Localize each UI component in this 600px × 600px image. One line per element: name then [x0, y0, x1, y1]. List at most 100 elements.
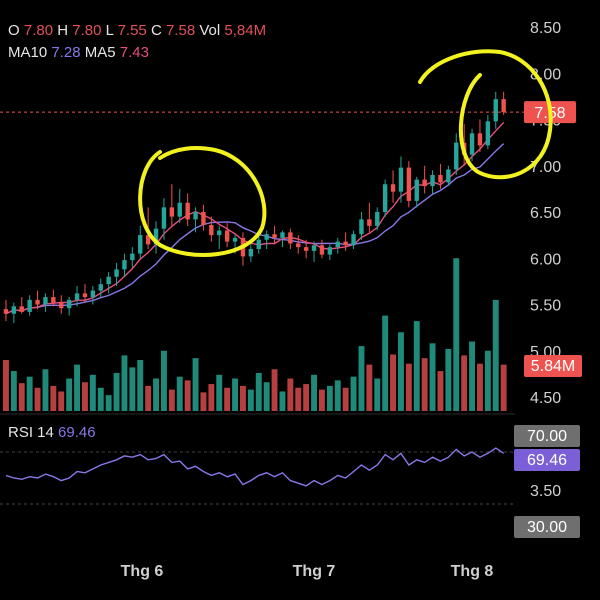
candle-body — [74, 293, 80, 300]
volume-bar — [82, 382, 88, 411]
volume-bar — [42, 369, 49, 411]
volume-bar — [437, 371, 444, 411]
candle-body — [351, 234, 356, 246]
candle-body — [51, 297, 56, 303]
price-tick-label: 4.50 — [530, 390, 561, 407]
volume-bar — [413, 321, 420, 411]
candle-body — [477, 133, 483, 146]
volume-bar — [366, 364, 373, 411]
volume-bar — [192, 358, 199, 411]
candle-body — [256, 239, 261, 249]
volume-bar — [216, 374, 223, 411]
low-value: 7.55 — [117, 22, 147, 39]
low-label: L — [105, 22, 114, 39]
candle-body — [343, 241, 348, 246]
candle-body — [169, 207, 175, 217]
volume-label: Vol — [199, 22, 221, 39]
volume-bar — [334, 380, 341, 411]
candle-body — [138, 235, 143, 254]
high-label: H — [57, 22, 69, 39]
candle-body — [288, 232, 293, 244]
close-label: C — [150, 22, 162, 39]
annotation-circle-left — [138, 146, 267, 257]
volume-bar — [319, 389, 325, 411]
rsi-upper-label: 70.00 — [527, 428, 567, 445]
volume-bar — [176, 376, 183, 411]
candle-body — [430, 175, 435, 187]
candle-body — [224, 230, 230, 242]
volume-bar — [445, 348, 452, 411]
rsi-label: RSI 14 — [8, 424, 54, 441]
volume-bar — [374, 378, 381, 411]
volume-bar — [500, 364, 507, 411]
volume-bar — [279, 391, 286, 411]
volume-bar — [287, 378, 294, 411]
volume-bar — [97, 387, 104, 411]
candle-body — [296, 243, 301, 248]
volume-bar — [461, 355, 468, 411]
volume-bar — [58, 391, 65, 411]
price-tick-label: 8.50 — [530, 20, 561, 37]
candle-body — [382, 184, 388, 212]
volume-bar — [326, 385, 333, 411]
volume-bar — [382, 315, 389, 411]
x-axis-label: Thg 7 — [293, 563, 336, 580]
rsi-value-badge — [514, 449, 580, 471]
volume-bar — [398, 332, 404, 411]
volume-bar — [3, 360, 9, 411]
candle-body — [161, 207, 167, 229]
volume-bar — [224, 387, 231, 411]
ma10-label: MA10 — [8, 44, 48, 61]
volume-bar — [429, 343, 436, 411]
volume-bar — [232, 378, 238, 411]
volume-bar — [200, 392, 207, 411]
ma10-value: 7.28 — [51, 44, 81, 61]
candle-body — [185, 202, 190, 220]
volume-bar — [469, 341, 475, 411]
volume-bar — [358, 346, 365, 411]
candle-body — [311, 245, 317, 251]
rsi-lower-label: 30.00 — [527, 519, 567, 536]
volume-bar — [240, 385, 246, 411]
candle-body — [43, 297, 48, 305]
price-tick-label: 6.50 — [530, 205, 561, 222]
ma5-line — [5, 121, 505, 315]
candle-body — [375, 212, 380, 226]
candle-body — [3, 309, 9, 314]
candle-body — [130, 253, 135, 261]
volume-bar — [303, 384, 310, 411]
candle-body — [422, 179, 427, 187]
rsi-lower-badge — [514, 516, 580, 538]
volume-bar — [255, 372, 262, 411]
candle-body — [446, 169, 451, 183]
volume-bar — [89, 374, 96, 411]
volume-value: 5,84M — [224, 22, 267, 39]
rsi-line — [5, 447, 505, 487]
volume-bar — [247, 389, 254, 411]
rsi-value: 69.46 — [58, 424, 96, 441]
volume-bar — [311, 374, 317, 411]
candle-body — [359, 219, 364, 235]
rsi-tick-label: 3.50 — [530, 483, 561, 500]
volume-bar — [271, 369, 278, 411]
rsi-value-label: 69.46 — [527, 452, 567, 469]
price-tick-label: 5.50 — [530, 298, 561, 315]
candle-body — [280, 232, 285, 238]
volume-bar — [153, 378, 159, 411]
volume-bar — [453, 258, 460, 411]
candle-body — [122, 260, 127, 270]
volume-bar — [18, 383, 25, 411]
volume-bar — [161, 350, 167, 411]
candle-body — [201, 212, 206, 225]
x-axis-label: Thg 8 — [451, 563, 494, 580]
volume-bar — [168, 389, 175, 411]
x-axis-label: Thg 6 — [121, 563, 164, 580]
volume-bar — [66, 378, 73, 411]
ma10-line — [5, 143, 505, 315]
volume-bar — [350, 376, 357, 411]
rsi-header: RSI 14 69.46 — [8, 424, 96, 441]
candle-body — [248, 249, 254, 257]
volume-bar — [492, 299, 499, 411]
volume-bar — [10, 371, 17, 411]
